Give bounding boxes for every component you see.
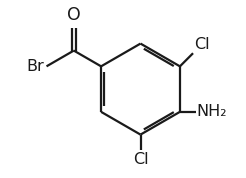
Text: Br: Br [26,59,44,74]
Text: O: O [67,6,81,24]
Text: Cl: Cl [194,37,210,52]
Text: Cl: Cl [133,152,148,167]
Text: NH₂: NH₂ [197,104,227,119]
